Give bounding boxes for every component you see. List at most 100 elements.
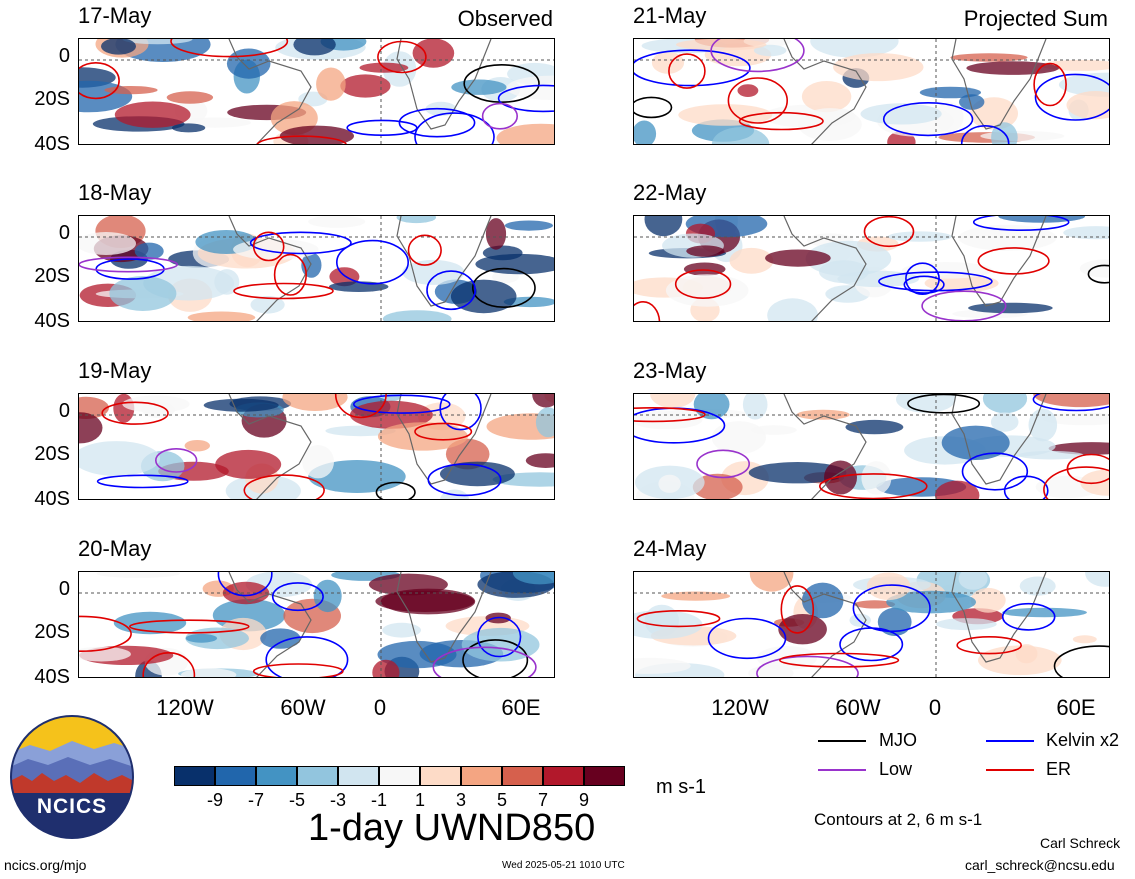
- wind-anomaly-shade: [765, 249, 831, 267]
- contour-kelvin-x2: [96, 474, 189, 489]
- contour-kelvin-x2: [426, 270, 477, 311]
- wind-anomaly-shade: [634, 120, 657, 144]
- contour-er: [142, 652, 196, 677]
- contour-er: [863, 216, 915, 248]
- y-tick-label: 20S: [34, 88, 70, 110]
- wind-anomaly-shade: [122, 39, 193, 45]
- x-tick-label: 120W: [156, 695, 214, 720]
- panel-date: 21-May: [633, 3, 707, 28]
- wind-anomaly-shade: [877, 607, 912, 636]
- wind-anomaly-shade: [1072, 635, 1097, 644]
- contour-low: [481, 102, 519, 130]
- y-tick-label: 0: [58, 578, 70, 600]
- contour-kelvin-x2: [707, 617, 787, 660]
- footer-author: Carl Schreck: [1040, 835, 1121, 851]
- wind-anomaly-shade: [109, 276, 177, 311]
- coastline-south-america: [228, 572, 312, 677]
- y-tick-label: 0: [58, 45, 70, 67]
- x-tick-label: 0: [373, 695, 387, 720]
- contour-kelvin-x2: [427, 463, 502, 497]
- colorbar-swatch: [543, 766, 584, 786]
- map-panel: [78, 571, 555, 678]
- contour-er: [727, 77, 789, 124]
- contour-kelvin-x2: [477, 616, 522, 658]
- wind-anomaly-shade: [368, 573, 448, 596]
- contour-low: [432, 646, 537, 677]
- contour-low: [79, 256, 179, 273]
- colorbar-swatch: [174, 766, 215, 786]
- map-panel: [78, 38, 555, 145]
- chart-title: 1-day UWND850: [308, 807, 596, 849]
- wind-anomaly-shade: [661, 591, 731, 601]
- contour-low: [756, 655, 859, 677]
- contour-kelvin-x2: [634, 49, 751, 87]
- wind-anomaly-shade: [959, 94, 985, 110]
- colorbar-tick-label: 1: [414, 790, 425, 810]
- contour-mjo: [907, 394, 981, 414]
- legend-line-er: [986, 769, 1034, 771]
- wind-anomaly-shade: [302, 445, 334, 479]
- wind-anomaly-shade: [692, 473, 743, 499]
- contour-kelvin-x2: [249, 231, 352, 255]
- contour-kelvin-x2: [414, 112, 495, 144]
- wind-anomaly-shade: [849, 613, 871, 627]
- wind-anomaly-shade: [260, 628, 301, 649]
- wind-anomaly-shade: [888, 231, 952, 242]
- wind-anomaly-shade: [634, 657, 691, 674]
- coastline-south-america: [228, 216, 312, 321]
- y-tick-label: 0: [58, 400, 70, 422]
- footer-timestamp: Wed 2025-05-21 1010 UTC: [502, 860, 625, 871]
- wind-anomaly-shade: [711, 127, 770, 144]
- panel-date: 18-May: [78, 180, 152, 205]
- contour-er: [1043, 466, 1109, 499]
- colorbar-swatch: [379, 766, 420, 786]
- wind-anomaly-shade: [282, 394, 348, 411]
- contour-mjo: [471, 267, 536, 309]
- x-tick-label: 60E: [501, 695, 541, 720]
- wind-anomaly-shade: [970, 587, 1006, 613]
- contour-er: [738, 111, 824, 131]
- wind-anomaly-shade: [796, 409, 850, 420]
- contour-er: [129, 619, 250, 634]
- wind-anomaly-shade: [958, 572, 988, 590]
- units-label: m s-1: [656, 776, 706, 798]
- contour-er: [377, 40, 427, 74]
- wind-anomaly-shade: [482, 245, 523, 261]
- wind-anomaly-shade: [729, 247, 774, 274]
- contour-er: [1066, 453, 1109, 485]
- wind-anomaly-shade: [372, 659, 400, 677]
- wind-anomaly-shade: [340, 74, 391, 98]
- wind-anomaly-shade: [377, 640, 457, 669]
- wind-anomaly-shade: [1085, 572, 1109, 587]
- wind-anomaly-shade: [998, 216, 1086, 223]
- contours-note: Contours at 2, 6 m s-1: [814, 810, 983, 829]
- contour-er: [414, 422, 473, 441]
- wind-anomaly-shade: [683, 262, 726, 276]
- contour-low: [921, 290, 1007, 321]
- wind-anomaly-shade: [1015, 644, 1038, 664]
- wind-anomaly-shade: [382, 622, 421, 638]
- wind-anomaly-shade: [166, 91, 214, 104]
- contour-kelvin-x2: [335, 239, 409, 285]
- wind-anomaly-shade: [532, 394, 554, 408]
- wind-anomaly-shade: [79, 232, 136, 255]
- y-tick-label: 20S: [34, 265, 70, 287]
- wind-anomaly-shade: [504, 220, 553, 231]
- contour-er: [634, 301, 661, 321]
- wind-anomaly-shade: [634, 610, 703, 639]
- colorbar-swatch: [502, 766, 543, 786]
- wind-anomaly-shade: [833, 53, 924, 82]
- wind-anomaly-shade: [1042, 412, 1109, 426]
- coastline-africa: [396, 572, 492, 663]
- wind-anomaly-shade: [678, 104, 773, 126]
- wind-anomaly-shade: [853, 600, 896, 609]
- map-panel: [633, 215, 1110, 322]
- wind-anomaly-shade: [737, 84, 759, 97]
- wind-anomaly-shade: [1019, 576, 1056, 596]
- panel-date: 20-May: [78, 536, 152, 561]
- wind-anomaly-shade: [676, 39, 767, 51]
- x-tick-label: 120W: [711, 695, 769, 720]
- contour-er: [273, 253, 307, 296]
- contour-er: [956, 635, 1023, 655]
- colorbar-tick-label: -9: [206, 790, 223, 810]
